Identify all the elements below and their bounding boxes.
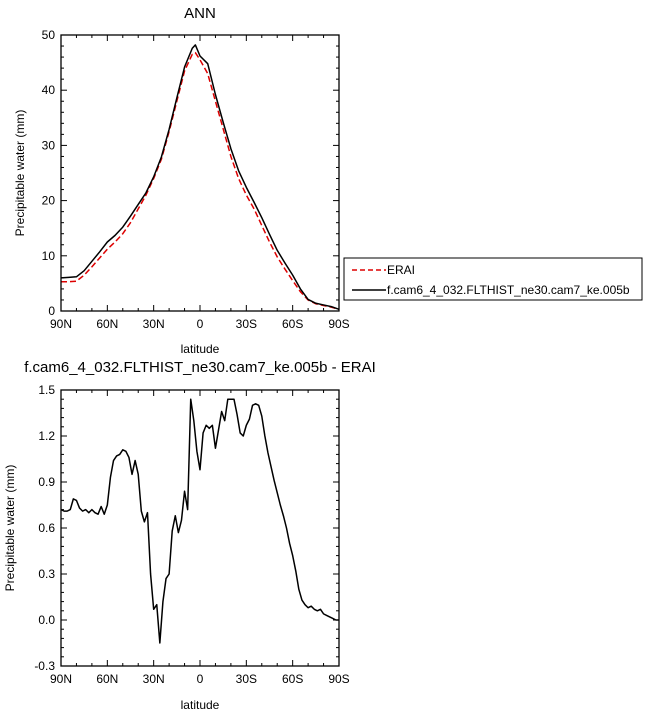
y-tick-label: 0.3 <box>38 567 55 581</box>
x-tick-label: 90S <box>328 317 349 331</box>
x-tick-label: 30S <box>236 672 257 686</box>
y-axis-label: Precipitable water (mm) <box>13 110 27 237</box>
legend-label-erai: ERAI <box>387 263 415 277</box>
plot-frame <box>60 389 340 667</box>
series-lines <box>60 398 339 644</box>
x-tick-label: 30S <box>236 317 257 331</box>
x-tick-label: 60S <box>282 317 303 331</box>
y-tick-label: 1.5 <box>38 383 55 397</box>
difference-chart: f.cam6_4_032.FLTHIST_ne30.cam7_ke.005b -… <box>3 359 376 712</box>
x-tick-label: 90S <box>328 672 349 686</box>
x-axis-label: latitude <box>181 698 220 712</box>
x-tick-label: 0 <box>197 317 204 331</box>
x-tick-label: 90N <box>50 317 72 331</box>
axis-ticks: 90N 60N 30N 0 30S 60S 90S -0.3 0.0 0.3 0.6 0.9 1.2 1.… <box>34 383 349 686</box>
y-tick-label: 20 <box>42 194 56 208</box>
y-tick-label: 1.2 <box>38 429 55 443</box>
x-tick-label: 30N <box>143 672 165 686</box>
legend-box <box>343 257 643 301</box>
series-line-0 <box>60 398 339 644</box>
y-tick-label: 40 <box>42 83 56 97</box>
series-lines <box>60 44 340 311</box>
y-tick-label: 0 <box>48 304 55 318</box>
y-tick-label: -0.3 <box>34 659 55 673</box>
y-tick-label: 30 <box>42 138 56 152</box>
y-axis-label: Precipitable water (mm) <box>3 465 17 592</box>
x-tick-label: 60S <box>282 672 303 686</box>
x-tick-label: 60N <box>96 672 118 686</box>
axis-ticks: 90N 60N 30N 0 30S 60S 90S 0 10 20 30 40 50 <box>42 28 350 331</box>
x-tick-label: 90N <box>50 672 72 686</box>
chart-title: ANN <box>184 5 216 22</box>
series-line-1 <box>60 44 340 311</box>
climatology-chart: ANN Precipitable water (mm) latitude 90N… <box>13 5 350 356</box>
y-tick-label: 0.0 <box>38 613 55 627</box>
y-tick-label: 0.6 <box>38 521 55 535</box>
plot-frame <box>60 34 340 312</box>
y-tick-label: 50 <box>42 28 56 42</box>
x-tick-label: 60N <box>96 317 118 331</box>
x-tick-label: 0 <box>197 672 204 686</box>
x-tick-label: 30N <box>143 317 165 331</box>
y-tick-label: 10 <box>42 249 56 263</box>
x-axis-label: latitude <box>181 342 220 356</box>
y-tick-label: 0.9 <box>38 475 55 489</box>
legend: ERAI f.cam6_4_032.FLTHIST_ne30.cam7_ke.0… <box>343 257 643 301</box>
chart-title: f.cam6_4_032.FLTHIST_ne30.cam7_ke.005b -… <box>24 359 376 376</box>
legend-label-model: f.cam6_4_032.FLTHIST_ne30.cam7_ke.005b <box>387 283 630 297</box>
series-line-0 <box>61 51 340 311</box>
